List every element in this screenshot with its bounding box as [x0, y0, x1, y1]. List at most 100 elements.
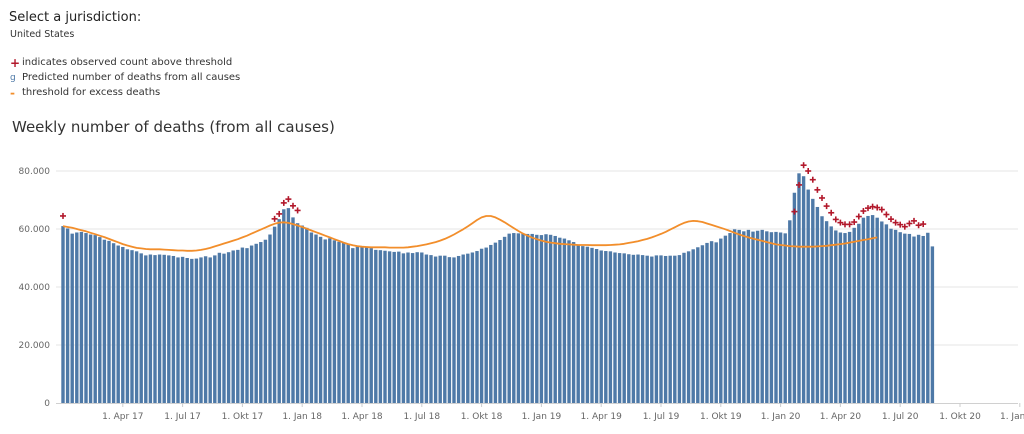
bar [659, 255, 663, 403]
bar [512, 233, 516, 403]
x-tick-label: 1. Jan 19 [522, 412, 562, 422]
jurisdiction-selector-value[interactable]: United States [10, 29, 75, 40]
bar [544, 234, 548, 403]
bar [461, 254, 465, 403]
bar [447, 257, 452, 403]
bar [456, 255, 461, 403]
bar [590, 247, 594, 403]
bar [861, 217, 866, 403]
above-threshold-marker [911, 217, 917, 224]
bar [452, 257, 456, 403]
bar [433, 256, 438, 403]
bar [240, 247, 245, 403]
bar [392, 251, 396, 403]
bar [769, 232, 774, 403]
above-threshold-marker [814, 186, 821, 193]
bar [880, 221, 884, 403]
bar [755, 230, 760, 403]
bar [397, 251, 401, 403]
bar [594, 249, 599, 403]
bar [585, 246, 590, 403]
bar [847, 231, 852, 403]
bar [663, 255, 668, 403]
x-tick-label: 1. Okt 17 [222, 412, 264, 422]
bar [792, 192, 797, 403]
bar [341, 242, 346, 403]
bar [613, 252, 617, 403]
bar [539, 235, 544, 403]
legend-item-threshold: - threshold for excess deaths [10, 85, 240, 100]
above-threshold-marker [915, 222, 922, 229]
bar [765, 231, 769, 403]
above-threshold-marker [828, 209, 835, 216]
bar [286, 208, 291, 403]
bar [774, 231, 778, 403]
bar [217, 252, 222, 403]
bar [185, 258, 189, 403]
bar [346, 244, 350, 403]
bar [180, 256, 185, 403]
bar [305, 227, 309, 403]
bar [406, 252, 410, 403]
x-tick-label: 1. Okt 19 [700, 412, 742, 422]
bar [751, 231, 755, 403]
above-threshold-marker [869, 203, 876, 210]
bar [300, 225, 304, 403]
above-threshold-marker [865, 205, 871, 212]
x-tick-label: 1. Jul 20 [882, 412, 919, 422]
bar [75, 232, 79, 403]
bar [760, 229, 764, 403]
bar [318, 236, 323, 403]
bar [838, 232, 843, 403]
bar [424, 254, 429, 403]
above-threshold-marker [809, 176, 816, 183]
bar [907, 233, 912, 403]
bar [65, 228, 70, 403]
bar [199, 257, 203, 403]
bar [714, 242, 718, 403]
jurisdiction-selector-title: Select a jurisdiction: [9, 10, 142, 25]
bar [737, 229, 741, 403]
above-threshold-marker [276, 210, 283, 217]
bar [355, 246, 360, 403]
bar [645, 255, 649, 403]
bar [351, 248, 355, 403]
bar [912, 236, 916, 403]
bar [898, 232, 902, 403]
x-tick-label: 1. Apr 17 [102, 412, 143, 422]
above-threshold-marker [846, 221, 853, 228]
y-tick-label: 0 [44, 399, 50, 409]
bar [866, 215, 870, 403]
bar [383, 250, 387, 403]
x-tick-label: 1. Apr 20 [820, 412, 862, 422]
bar [893, 229, 898, 403]
bar [249, 245, 254, 403]
bar [558, 237, 562, 403]
bar [811, 198, 815, 403]
bar [134, 251, 139, 403]
bar [857, 223, 861, 403]
bar [553, 235, 557, 403]
bar [709, 241, 714, 403]
bar [668, 255, 672, 403]
above-threshold-marker [294, 207, 301, 214]
threshold-line-icon: - [10, 85, 15, 100]
bar [778, 232, 783, 403]
above-threshold-marker [920, 221, 927, 228]
bar [226, 252, 231, 403]
bar [884, 224, 889, 403]
bar [309, 232, 314, 403]
bar [479, 248, 484, 403]
above-threshold-marker [906, 220, 913, 227]
bar [332, 240, 337, 403]
bar [263, 239, 268, 403]
bar [176, 257, 180, 403]
chart-title: Weekly number of deaths (from all causes… [12, 118, 335, 136]
bar [696, 247, 700, 403]
g-marker-icon: g [10, 72, 16, 83]
bar [213, 255, 217, 403]
bar [203, 256, 208, 403]
bar [162, 254, 166, 403]
bar [420, 252, 424, 403]
x-tick-label: 1. Jan 21 [1000, 412, 1024, 422]
